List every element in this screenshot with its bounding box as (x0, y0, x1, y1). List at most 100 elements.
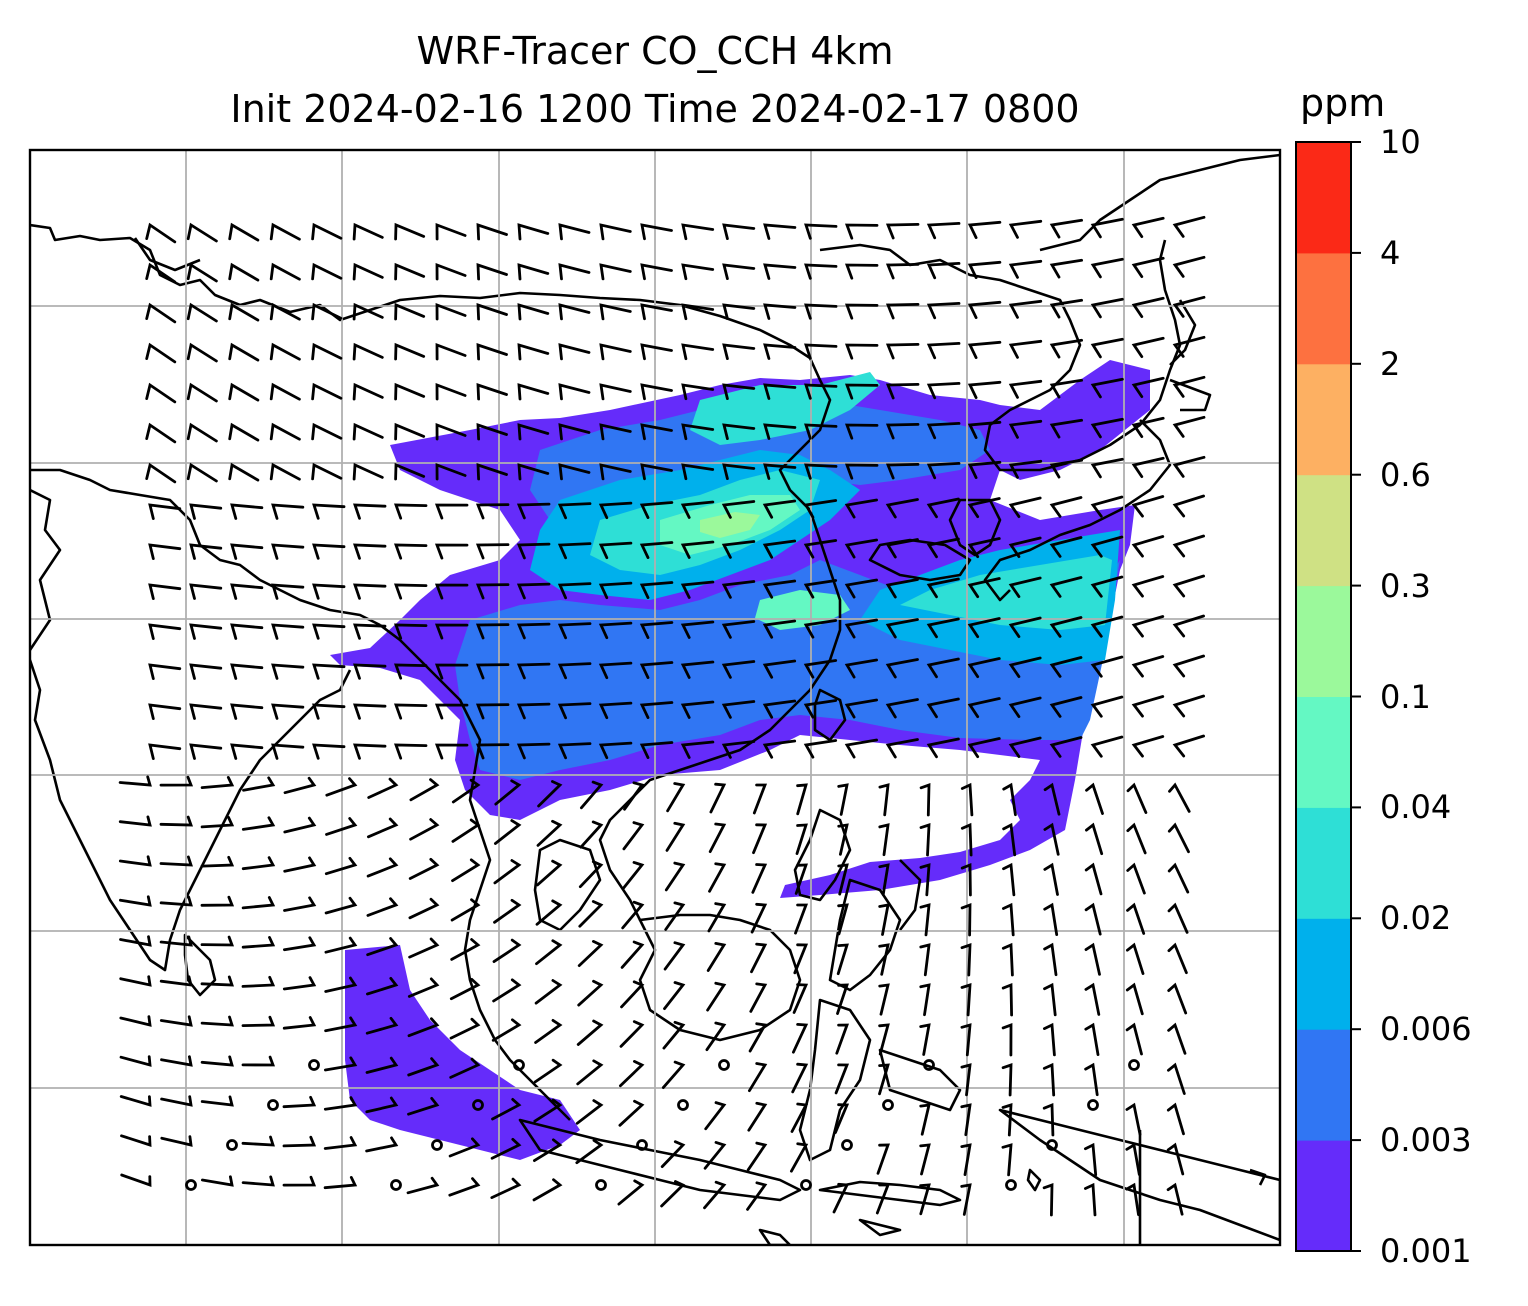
wind-barb (639, 741, 674, 759)
wind-barb (878, 783, 890, 817)
wind-barb (365, 1136, 399, 1153)
wind-barb (1084, 942, 1101, 976)
wind-barb (353, 583, 387, 600)
wind-barb (664, 901, 686, 931)
wind-barb (159, 975, 193, 987)
wind-barb (960, 943, 972, 977)
map-frame (28, 148, 1282, 1247)
wind-barb (311, 422, 343, 441)
wind-barb (352, 422, 384, 441)
wind-barb (1167, 982, 1188, 1015)
wind-barb (1008, 696, 1042, 718)
wind-barb (577, 979, 604, 1007)
wind-barb (189, 623, 223, 640)
wind-barb (763, 303, 797, 320)
colorbar-unit: ppm (1300, 81, 1386, 125)
wind-barb (406, 1176, 440, 1195)
tracer-plume-layer (330, 360, 1150, 1160)
wind-barb (1168, 782, 1191, 813)
wind-barb (640, 303, 673, 321)
wind-barb (1084, 1142, 1098, 1177)
wind-barb (639, 501, 674, 519)
colorbar-segment (1296, 918, 1351, 1030)
wind-barb (200, 776, 235, 789)
wind-barb (960, 1103, 972, 1137)
colorbar-tick-label: 0.02 (1380, 899, 1452, 938)
wind-barb (837, 903, 849, 936)
wind-barb (1126, 902, 1146, 935)
wind-barb (1125, 982, 1144, 1016)
wind-barb (705, 1021, 727, 1052)
wind-barb (1131, 495, 1165, 518)
wind-barb (365, 1056, 399, 1074)
wind-barb (492, 978, 522, 1003)
wind-barb (1001, 1143, 1013, 1177)
wind-barb (532, 1178, 563, 1202)
wind-barb (271, 503, 305, 520)
calm-wind-marker (185, 1179, 197, 1191)
coastlines (30, 153, 1280, 1245)
wind-barb (475, 743, 510, 760)
wind-barb (434, 583, 469, 600)
wind-barb (1049, 298, 1083, 319)
wind-barb (960, 782, 974, 817)
wind-barb (159, 775, 194, 787)
wind-barb (1084, 862, 1103, 896)
wind-barb (844, 263, 879, 280)
wind-barb (557, 662, 592, 680)
wind-barb (228, 422, 260, 442)
wind-barb (283, 896, 317, 912)
colorbar-tick-label: 10 (1380, 123, 1421, 161)
wind-barb (1166, 1142, 1185, 1176)
wind-barb (186, 342, 218, 363)
wind-barb (145, 222, 177, 244)
wind-barb (926, 697, 960, 719)
wind-barb (752, 783, 768, 815)
wind-barb (926, 737, 960, 759)
wind-barb (878, 1023, 890, 1056)
wind-barb (1167, 942, 1188, 975)
wind-barb (844, 423, 879, 440)
wind-barb (762, 579, 797, 599)
wind-barb (241, 936, 276, 949)
wind-barb (449, 1017, 481, 1040)
wind-barb (241, 896, 276, 910)
wind-barb (1131, 336, 1165, 358)
wind-barb (189, 703, 223, 720)
wind-barb (558, 423, 591, 441)
wind-barb (1002, 782, 1017, 817)
wind-barb (242, 776, 276, 792)
wind-barb (186, 462, 218, 483)
wind-barb (325, 777, 358, 797)
wind-barb (118, 815, 152, 827)
wind-barb (844, 538, 878, 559)
wind-barb (1049, 536, 1083, 558)
wind-barb (844, 658, 878, 679)
wind-barb (640, 383, 673, 401)
wind-barb (120, 1134, 152, 1147)
wind-barb (967, 617, 1001, 639)
wind-barb (722, 423, 756, 440)
wind-barb (1172, 734, 1205, 758)
wind-barb (1166, 1182, 1184, 1216)
wind-barb (475, 623, 510, 640)
wind-barb (148, 543, 182, 560)
wind-barb (1049, 576, 1083, 598)
wind-barb (159, 815, 193, 827)
wind-barb (885, 383, 920, 400)
wind-barb (323, 1136, 358, 1150)
wind-barb (450, 938, 481, 961)
wind-barb (230, 663, 264, 680)
wind-barb (680, 540, 715, 559)
wind-barb (533, 1098, 563, 1123)
wind-barb (1090, 337, 1124, 359)
wind-barb (919, 1103, 931, 1136)
wind-barb (1167, 1062, 1186, 1095)
wind-barb (722, 223, 756, 240)
wind-barb (794, 903, 809, 935)
wind-barb (680, 620, 715, 639)
wind-barb (599, 383, 632, 401)
wind-barb (844, 383, 879, 400)
wind-barb (660, 1180, 686, 1208)
wind-barb (312, 663, 346, 680)
